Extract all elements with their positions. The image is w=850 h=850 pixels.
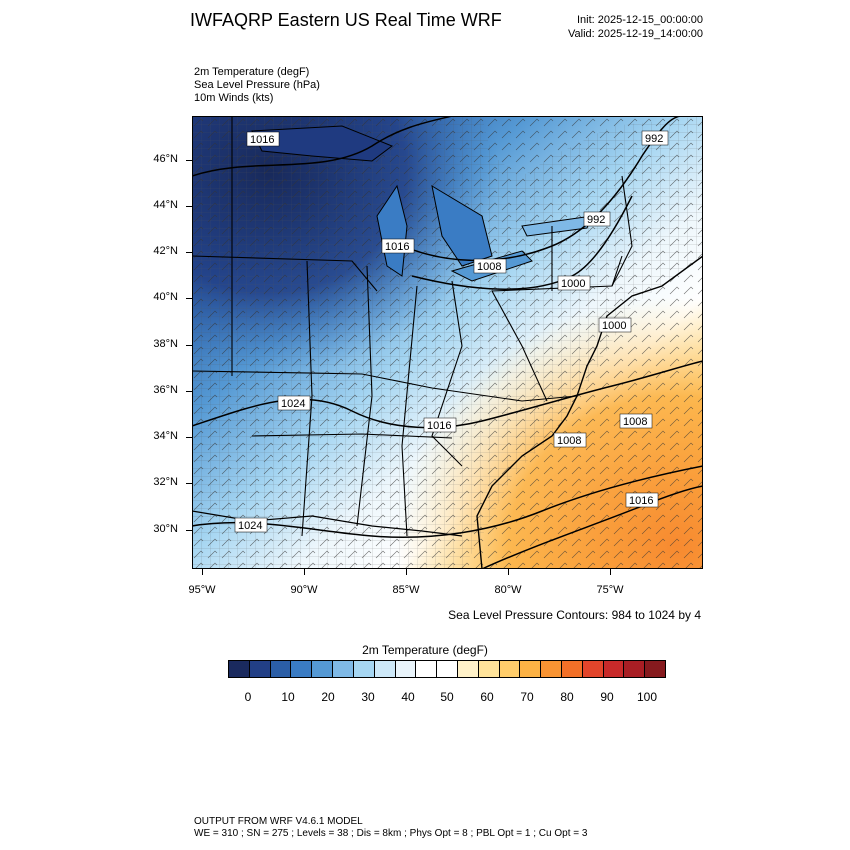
slp-label: 992 — [587, 214, 605, 226]
colorbar-cell — [353, 661, 375, 677]
lat-label: 40°N — [153, 291, 178, 303]
lat-tick — [186, 206, 192, 207]
colorbar-cell — [437, 661, 458, 677]
slp-label: 992 — [645, 133, 663, 145]
variable-winds: 10m Winds (kts) — [194, 92, 274, 104]
colorbar-cell — [478, 661, 500, 677]
colorbar-cell — [270, 661, 292, 677]
colorbar-cell — [291, 661, 313, 677]
colorbar-cell — [520, 661, 542, 677]
slp-label: 1024 — [238, 520, 262, 532]
lat-tick — [186, 160, 192, 161]
lon-label: 95°W — [188, 584, 216, 596]
colorbar-label: 80 — [560, 690, 574, 704]
colorbar-label: 0 — [244, 690, 252, 704]
lon-tick — [610, 569, 611, 575]
colorbar-cell — [249, 661, 271, 677]
lon-tick — [304, 569, 305, 575]
colorbar-cell — [582, 661, 604, 677]
lon-label: 90°W — [290, 584, 318, 596]
lon-label: 80°W — [494, 584, 522, 596]
colorbar-cell — [457, 661, 479, 677]
weather-map: 1016 992 992 1016 1008 1000 1000 1024 10… — [191, 115, 704, 570]
slp-label: 1000 — [561, 278, 585, 290]
variable-temperature: 2m Temperature (degF) — [194, 66, 310, 78]
lat-label: 46°N — [153, 153, 178, 165]
slp-label: 1000 — [602, 320, 626, 332]
variable-pressure: Sea Level Pressure (hPa) — [194, 79, 320, 91]
lat-tick — [186, 298, 192, 299]
colorbar-label: 30 — [361, 690, 375, 704]
colorbar-label: 10 — [281, 690, 295, 704]
colorbar-cell — [541, 661, 562, 677]
colorbar-label: 100 — [636, 690, 658, 704]
colorbar-label: 70 — [520, 690, 534, 704]
map-canvas: 1016 992 992 1016 1008 1000 1000 1024 10… — [191, 115, 704, 570]
lon-tick — [202, 569, 203, 575]
model-config: WE = 310 ; SN = 275 ; Levels = 38 ; Dis … — [194, 828, 588, 839]
lat-label: 30°N — [153, 523, 178, 535]
slp-label: 1016 — [629, 495, 653, 507]
lat-label: 38°N — [153, 338, 178, 350]
lon-tick — [508, 569, 509, 575]
temperature-colorbar — [228, 660, 666, 678]
colorbar-cell — [416, 661, 438, 677]
slp-label: 1016 — [250, 134, 274, 146]
slp-label: 1008 — [623, 416, 647, 428]
colorbar-cell — [374, 661, 396, 677]
colorbar-cell — [312, 661, 334, 677]
slp-label: 1016 — [427, 420, 451, 432]
colorbar-cell — [603, 661, 625, 677]
lat-label: 32°N — [153, 476, 178, 488]
lon-label: 85°W — [392, 584, 420, 596]
colorbar-label: 50 — [440, 690, 454, 704]
colorbar-label: 60 — [480, 690, 494, 704]
colorbar-cell — [395, 661, 417, 677]
colorbar-cell — [562, 661, 583, 677]
map-title: IWFAQRP Eastern US Real Time WRF — [190, 10, 502, 30]
colorbar-label: 90 — [600, 690, 614, 704]
lat-tick — [186, 530, 192, 531]
lat-tick — [186, 391, 192, 392]
lat-tick — [186, 437, 192, 438]
slp-label: 1024 — [281, 398, 305, 410]
colorbar-label: 20 — [321, 690, 335, 704]
colorbar-title: 2m Temperature (degF) — [362, 643, 488, 657]
lat-label: 36°N — [153, 384, 178, 396]
slp-label: 1016 — [385, 241, 409, 253]
valid-time: Valid: 2025-12-19_14:00:00 — [568, 28, 703, 40]
init-time: Init: 2025-12-15_00:00:00 — [577, 14, 703, 26]
model-footer: OUTPUT FROM WRF V4.6.1 MODEL — [194, 816, 363, 827]
colorbar-cell — [624, 661, 646, 677]
slp-label: 1008 — [477, 261, 501, 273]
slp-label: 1008 — [557, 435, 581, 447]
lat-tick — [186, 483, 192, 484]
lat-label: 42°N — [153, 245, 178, 257]
lat-tick — [186, 252, 192, 253]
colorbar-cell — [645, 661, 666, 677]
colorbar-cell — [229, 661, 250, 677]
lon-tick — [406, 569, 407, 575]
colorbar-label: 40 — [401, 690, 415, 704]
lat-label: 34°N — [153, 430, 178, 442]
lon-label: 75°W — [596, 584, 624, 596]
colorbar-cell — [333, 661, 354, 677]
colorbar-cell — [499, 661, 521, 677]
lat-label: 44°N — [153, 199, 178, 211]
slp-contour-note: Sea Level Pressure Contours: 984 to 1024… — [448, 608, 701, 622]
lat-tick — [186, 345, 192, 346]
